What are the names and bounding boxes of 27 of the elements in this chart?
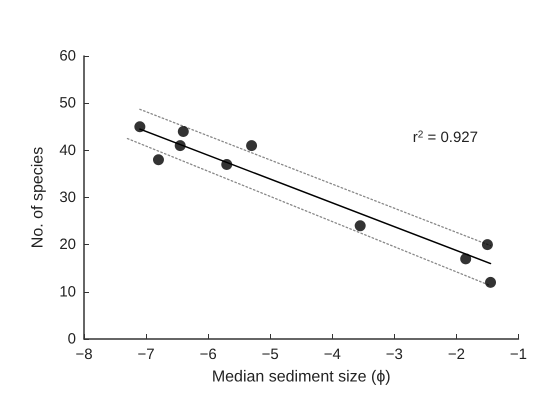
y-tick-label: 10	[59, 283, 76, 300]
x-tick-label: −4	[324, 346, 341, 363]
x-tick-label: −3	[386, 346, 403, 363]
x-tick-label: −8	[75, 346, 93, 363]
y-axis-title: No. of species	[30, 146, 46, 248]
point	[460, 253, 472, 264]
x-tick-label: −2	[448, 346, 465, 363]
y-tick-label: 0	[68, 330, 76, 348]
point	[482, 239, 493, 250]
x-tick-label: −7	[138, 346, 155, 363]
y-tick-label: 50	[59, 94, 76, 112]
point	[221, 158, 232, 170]
point	[178, 126, 189, 137]
point	[152, 154, 164, 166]
point	[354, 220, 366, 232]
x-axis-title: Median sediment size (ϕ)	[212, 368, 391, 386]
y-tick-label: 40	[59, 142, 76, 159]
x-tick-label: −6	[200, 346, 217, 363]
y-tick-label: 60	[59, 48, 76, 64]
x-tick-label: −5	[262, 346, 279, 363]
x-tick-label: −1	[510, 346, 528, 363]
y-tick-label: 30	[59, 189, 76, 206]
y-tick-label: 20	[59, 236, 76, 254]
point	[485, 276, 496, 288]
point	[246, 140, 258, 152]
point	[134, 121, 146, 132]
point	[174, 140, 186, 152]
